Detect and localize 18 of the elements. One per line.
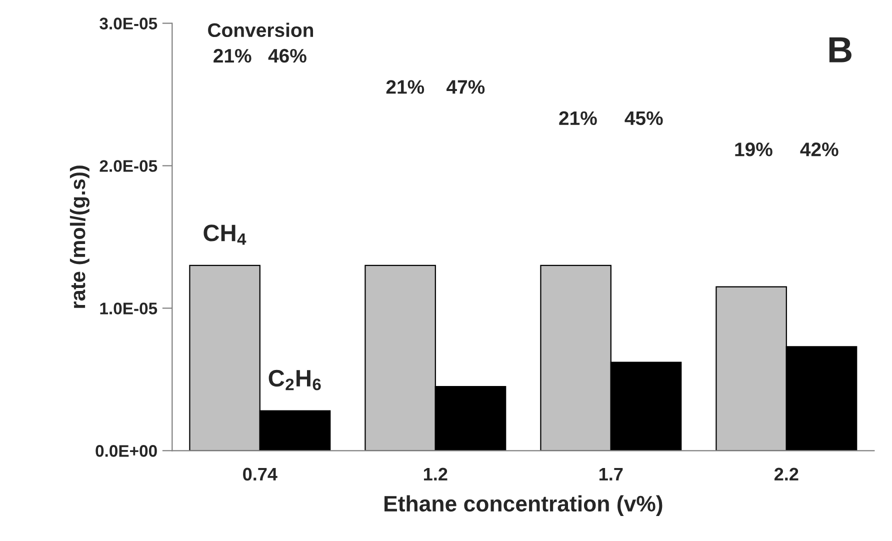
y-tick-label: 1.0E-05 bbox=[100, 302, 158, 314]
y-tick-label: 2.0E-05 bbox=[100, 160, 158, 172]
y-axis-title: rate (mol/(g.s)) bbox=[70, 166, 90, 308]
series-label: CH$_{4}$ bbox=[204, 224, 246, 245]
x-tick-label: 1.2 bbox=[424, 468, 448, 480]
x-tick-label: 2.2 bbox=[774, 468, 798, 480]
x-tick-label: 0.74 bbox=[243, 468, 278, 481]
annotation: 19% 42% bbox=[735, 142, 838, 156]
y-tick-label: 0.0E+00 bbox=[96, 445, 157, 457]
series-label: C$_{2}$H$_{6}$ bbox=[268, 370, 321, 390]
y-tick-label: 3.0E-05 bbox=[100, 18, 158, 30]
annotation: Conversion bbox=[208, 22, 314, 38]
annotation: 21% 46% bbox=[214, 48, 306, 63]
annotation: 21% 47% bbox=[386, 80, 485, 94]
annotation: B bbox=[829, 37, 852, 62]
x-tick-label: 1.7 bbox=[599, 468, 623, 480]
x-axis-title: Ethane concentration (v%) bbox=[384, 495, 662, 516]
annotation: 21% 45% bbox=[559, 111, 663, 126]
